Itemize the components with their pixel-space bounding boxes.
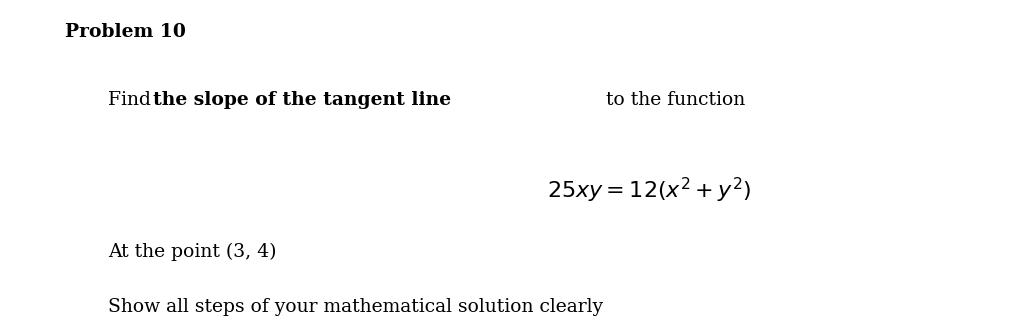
Text: the slope of the tangent line: the slope of the tangent line	[153, 91, 451, 109]
Text: Show all steps of your mathematical solution clearly: Show all steps of your mathematical solu…	[108, 298, 603, 316]
Text: to the function: to the function	[600, 91, 745, 109]
Text: $25xy = 12(x^2 + y^2)$: $25xy = 12(x^2 + y^2)$	[547, 176, 752, 205]
Text: Find: Find	[108, 91, 157, 109]
Text: At the point (3, 4): At the point (3, 4)	[108, 243, 276, 261]
Text: Problem 10: Problem 10	[65, 23, 186, 41]
